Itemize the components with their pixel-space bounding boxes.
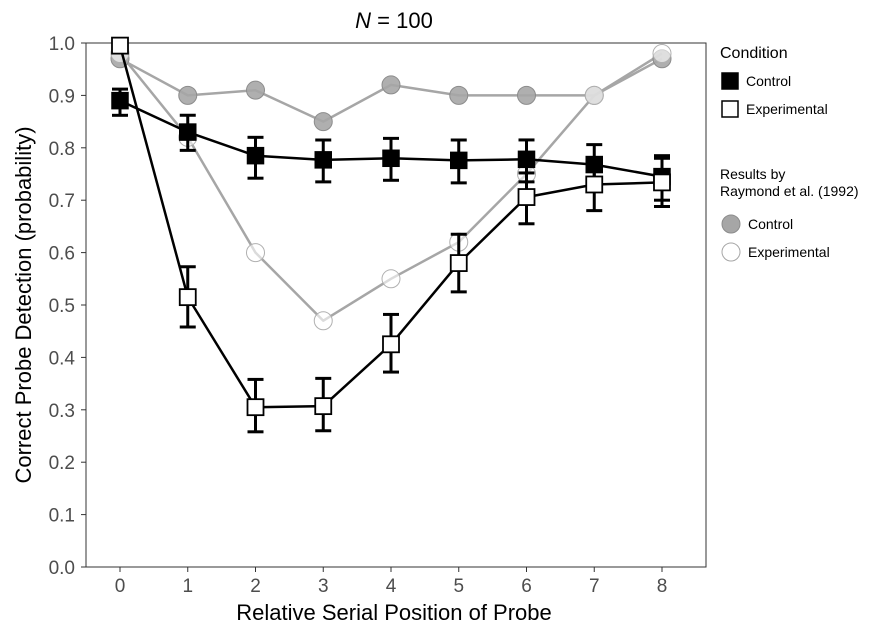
point-experimental bbox=[246, 398, 265, 417]
x-tick-label: 3 bbox=[318, 576, 329, 597]
y-tick-label: 0.3 bbox=[49, 401, 75, 422]
y-tick-label: 0.8 bbox=[49, 139, 75, 160]
plot-area bbox=[85, 36, 707, 568]
point-control bbox=[179, 123, 197, 141]
axes: 0.0 0.1 0.2 0.3 0.4 0.5 0.6 0.7 0.8 0.9 1.0 0 1 2 3 4 5 6… bbox=[49, 34, 668, 597]
point-experimental bbox=[382, 335, 400, 354]
point-control bbox=[382, 149, 400, 168]
point-experimental bbox=[653, 173, 671, 192]
legend-label-reference-control: Control bbox=[748, 216, 793, 232]
legend: Condition Control Experimental Results b… bbox=[720, 45, 859, 262]
x-tick-label: 8 bbox=[657, 576, 668, 597]
point-reference-experimental bbox=[584, 85, 604, 105]
x-tick-label: 1 bbox=[182, 576, 193, 597]
legend-label-control: Control bbox=[746, 73, 791, 89]
point-reference-control bbox=[449, 85, 469, 105]
y-axis-title: Correct Probe Detection (probability) bbox=[11, 126, 36, 483]
legend-reference-title-line2: Raymond et al. (1992) bbox=[720, 183, 859, 199]
point-reference-experimental bbox=[246, 243, 265, 263]
point-control bbox=[111, 91, 129, 110]
legend-label-reference-experimental: Experimental bbox=[748, 244, 830, 260]
y-tick-label: 0.1 bbox=[49, 506, 75, 527]
point-experimental bbox=[111, 36, 129, 55]
x-axis-title: Relative Serial Position of Probe bbox=[236, 600, 552, 625]
legend-key-experimental-square bbox=[721, 100, 739, 118]
point-reference-control bbox=[178, 85, 198, 105]
legend-label-experimental: Experimental bbox=[746, 101, 828, 117]
point-experimental bbox=[314, 397, 333, 416]
legend-key-reference-experimental-circle bbox=[721, 242, 741, 262]
legend-key-control-square bbox=[721, 72, 739, 90]
y-tick-label: 0.0 bbox=[49, 558, 75, 579]
point-reference-control bbox=[381, 75, 401, 95]
y-tick-label: 0.4 bbox=[49, 348, 76, 369]
y-tick-label: 0.2 bbox=[49, 453, 75, 474]
legend-title: Condition bbox=[720, 45, 788, 62]
y-tick-label: 0.6 bbox=[49, 244, 75, 265]
point-reference-control bbox=[246, 80, 265, 100]
x-tick-label: 7 bbox=[589, 576, 600, 597]
point-reference-experimental bbox=[381, 269, 401, 289]
x-tick-label: 4 bbox=[386, 576, 397, 597]
point-reference-experimental bbox=[652, 43, 672, 63]
y-tick-label: 0.9 bbox=[49, 86, 75, 107]
point-reference-control bbox=[517, 85, 536, 105]
point-reference-control bbox=[313, 112, 333, 132]
point-experimental bbox=[585, 175, 604, 194]
point-experimental bbox=[178, 288, 197, 307]
point-reference-experimental bbox=[313, 311, 333, 331]
main-series-group bbox=[111, 36, 671, 434]
x-tick-label: 5 bbox=[453, 576, 464, 597]
y-tick-label: 0.5 bbox=[49, 296, 75, 317]
point-control bbox=[314, 151, 332, 169]
legend-reference-title-line1: Results by bbox=[720, 166, 785, 182]
point-experimental bbox=[517, 188, 536, 206]
x-tick-label: 0 bbox=[115, 576, 126, 597]
point-control bbox=[246, 146, 265, 165]
y-tick-label: 0.7 bbox=[49, 191, 75, 212]
y-tick-label: 1.0 bbox=[49, 34, 75, 55]
point-control bbox=[517, 150, 536, 169]
chart-title: N = 100 bbox=[355, 8, 433, 33]
x-tick-label: 2 bbox=[250, 576, 261, 597]
legend-key-reference-control-circle bbox=[721, 214, 741, 234]
x-tick-label: 6 bbox=[521, 576, 532, 597]
reference-series-group bbox=[110, 43, 672, 331]
point-control bbox=[450, 151, 468, 170]
point-experimental bbox=[449, 254, 468, 272]
point-control bbox=[585, 155, 603, 174]
